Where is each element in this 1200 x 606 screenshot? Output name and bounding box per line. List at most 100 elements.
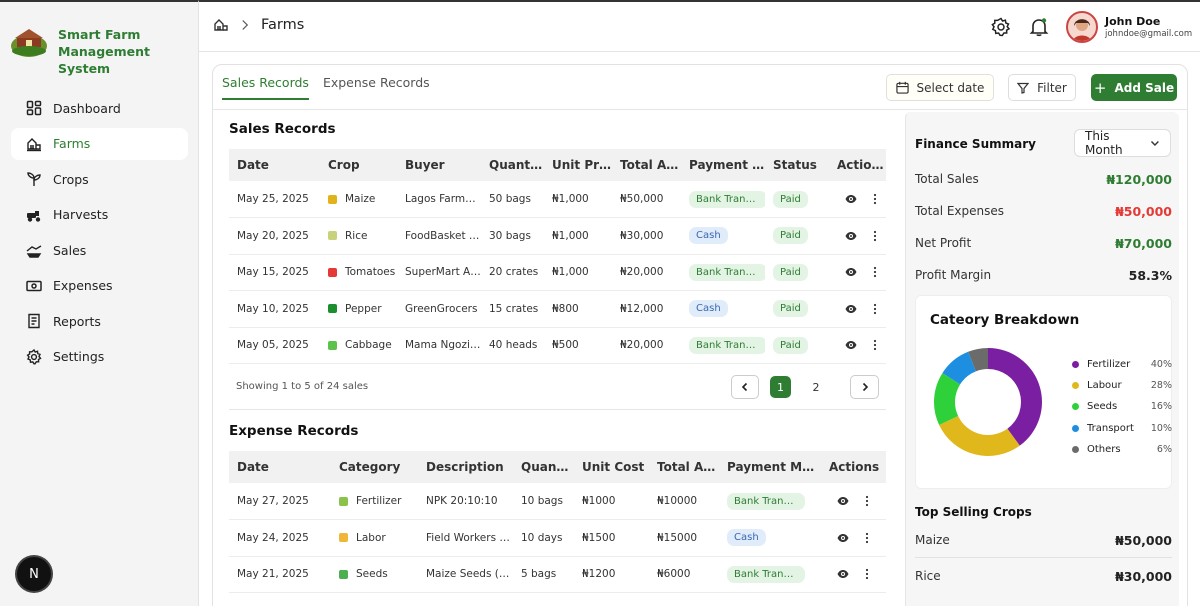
column-header[interactable]: Quantity: [513, 451, 574, 483]
filter-button[interactable]: Filter: [1008, 74, 1076, 101]
tab-sales-records[interactable]: Sales Records: [222, 75, 309, 100]
sale-quantity: 30 bags: [481, 217, 544, 255]
sidebar-item-dashboard[interactable]: Dashboard: [11, 92, 188, 124]
column-header[interactable]: Crop: [320, 149, 397, 181]
farm-icon: [27, 137, 41, 151]
view-icon[interactable]: [837, 532, 849, 544]
column-header[interactable]: Buyer: [397, 149, 481, 181]
period-select[interactable]: This Month: [1074, 129, 1171, 157]
column-header[interactable]: Date: [229, 451, 331, 483]
next-dev-badge[interactable]: N: [17, 557, 51, 591]
column-header[interactable]: Actions: [829, 149, 886, 181]
row-actions: [829, 290, 886, 328]
more-options-icon[interactable]: [861, 568, 873, 580]
column-header[interactable]: Unit Price: [544, 149, 612, 181]
table-row[interactable]: May 24, 2025 Labor Field Workers (Weeding)…: [229, 519, 886, 557]
record-tabs: Sales Records Expense Records: [222, 75, 430, 100]
sidebar-item-harvests[interactable]: Harvests: [11, 199, 188, 231]
view-icon[interactable]: [845, 266, 857, 278]
column-header[interactable]: Category: [331, 451, 418, 483]
table-row[interactable]: May 21, 2025 Seeds Maize Seeds (Hybrid)5 b…: [229, 556, 886, 593]
table-row[interactable]: May 05, 2025 Cabbage Mama Ngozi Market40 h…: [229, 327, 886, 364]
donut-slice-fertilizer[interactable]: [988, 348, 1042, 446]
more-options-icon[interactable]: [869, 266, 881, 278]
brand[interactable]: Smart Farm Management System: [10, 24, 198, 77]
report-icon: [28, 313, 40, 329]
view-icon[interactable]: [845, 230, 857, 242]
table-row[interactable]: May 10, 2025 Pepper GreenGrocers 15 crates ₦…: [229, 290, 886, 328]
view-icon[interactable]: [845, 193, 857, 205]
sidebar-item-settings[interactable]: Settings: [11, 341, 188, 373]
page-1-button[interactable]: 1: [770, 376, 791, 398]
page-2-button[interactable]: 2: [812, 380, 820, 394]
column-header[interactable]: Actions: [821, 451, 886, 483]
column-header[interactable]: Total Amount: [649, 451, 719, 483]
sidebar-item-farms[interactable]: Farms: [11, 127, 188, 160]
sidebar-item-sales[interactable]: Sales: [11, 234, 188, 266]
column-header[interactable]: Total Amount: [612, 149, 681, 181]
tab-expense-records[interactable]: Expense Records: [322, 75, 430, 90]
payment-badge: Cash: [689, 300, 728, 318]
more-options-icon[interactable]: [869, 230, 881, 242]
user-menu[interactable]: John Doe johndoe@gmail.com: [1066, 11, 1192, 43]
legend-percent: 10%: [1150, 422, 1172, 434]
expense-quantity: 10 bags: [513, 483, 574, 520]
more-options-icon[interactable]: [869, 339, 881, 351]
column-header[interactable]: Payment Method: [719, 451, 821, 483]
donut-slice-labour[interactable]: [939, 416, 1020, 456]
view-icon[interactable]: [837, 568, 849, 580]
next-page-button[interactable]: [850, 375, 879, 399]
legend-percent: 40%: [1150, 359, 1172, 371]
column-header[interactable]: Status: [765, 149, 829, 181]
chevron-left-icon: [741, 382, 748, 392]
payment-badge: Cash: [689, 227, 728, 245]
more-options-icon[interactable]: [869, 193, 881, 205]
sale-date: May 25, 2025: [229, 181, 320, 218]
row-actions: [821, 556, 886, 593]
donut-slice-seeds[interactable]: [934, 373, 961, 425]
sidebar-item-reports[interactable]: Reports: [11, 305, 188, 337]
sidebar-item-label: Sales: [53, 242, 87, 258]
prev-page-button[interactable]: [731, 375, 759, 399]
view-icon[interactable]: [845, 339, 857, 351]
donut-slice-transport[interactable]: [942, 351, 976, 385]
sidebar-item-label: Expenses: [53, 278, 113, 293]
gear-icon[interactable]: [991, 17, 1011, 37]
pagination-summary: Showing 1 to 5 of 24 sales: [236, 381, 369, 392]
sidebar-item-crops[interactable]: Crops: [11, 163, 188, 195]
table-row[interactable]: May 20, 2025 Rice FoodBasket Stores30 bags…: [229, 217, 886, 255]
sale-payment: Bank Transfer: [681, 181, 765, 218]
legend-label: Seeds: [1087, 401, 1118, 413]
row-actions: [821, 519, 886, 557]
view-icon[interactable]: [837, 495, 849, 507]
sale-buyer: GreenGrocers: [397, 290, 481, 328]
row-actions: [821, 483, 886, 520]
table-row[interactable]: May 27, 2025 Fertilizer NPK 20:10:10 10 bag…: [229, 483, 886, 520]
sidebar: Smart Farm Management System Dashboard F…: [0, 0, 199, 606]
donut-slice-others[interactable]: [968, 348, 988, 372]
select-date-button[interactable]: Select date: [886, 74, 994, 101]
more-options-icon[interactable]: [861, 532, 873, 544]
column-header[interactable]: Payment Method: [681, 149, 765, 181]
sidebar-item-label: Dashboard: [53, 100, 121, 116]
view-icon[interactable]: [845, 303, 857, 315]
legend-percent: 28%: [1150, 380, 1172, 392]
legend-dot: [1072, 361, 1079, 369]
add-sale-button[interactable]: + Add Sale: [1091, 74, 1177, 101]
column-header[interactable]: Description: [418, 451, 513, 483]
sidebar-item-expenses[interactable]: Expenses: [11, 270, 188, 302]
more-options-icon[interactable]: [869, 303, 881, 315]
expense-date: May 21, 2025: [229, 556, 331, 593]
more-options-icon[interactable]: [861, 495, 873, 507]
dashboard-icon: [26, 100, 42, 116]
column-header[interactable]: Unit Cost: [574, 451, 649, 483]
top-crop-row: Maize ₦50,000: [915, 533, 1172, 548]
legend-item: Fertilizer 40%: [1072, 354, 1172, 375]
column-header[interactable]: Quantity: [481, 149, 544, 181]
bell-icon[interactable]: [1029, 17, 1049, 37]
column-header[interactable]: Date: [229, 149, 320, 181]
row-actions: [829, 217, 886, 255]
crop-icon: [328, 340, 337, 350]
